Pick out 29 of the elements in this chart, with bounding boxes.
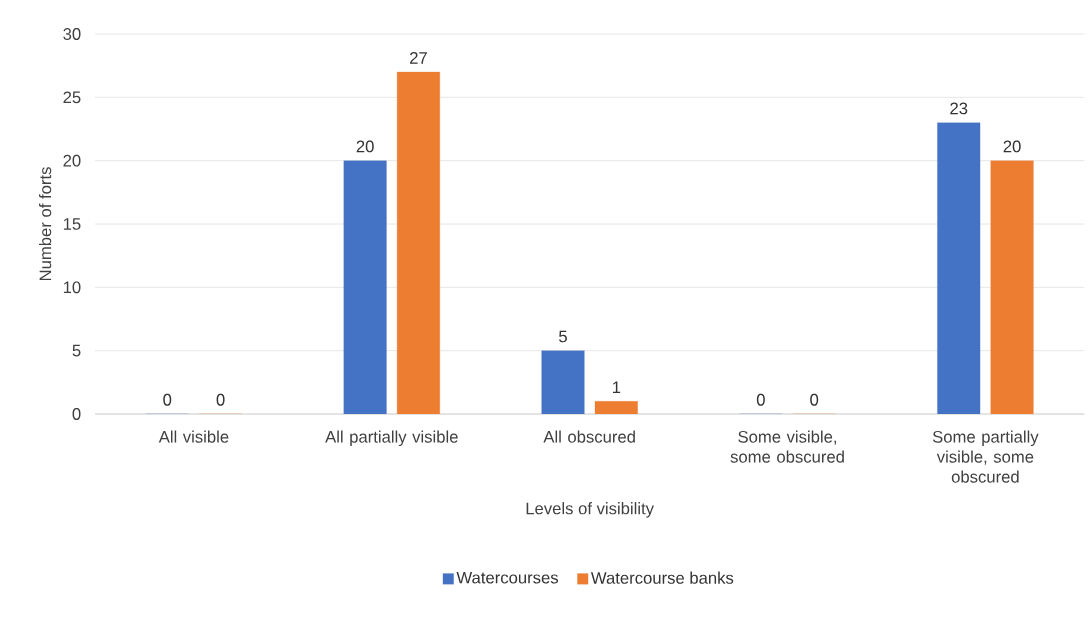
x-tick-label: All partially visible <box>325 430 458 447</box>
y-tick-label: 25 <box>63 91 81 104</box>
x-tick-label: Some partially visible, some obscured <box>932 430 1039 483</box>
y-tick-label: 15 <box>63 218 81 230</box>
legend-label: Watercourses <box>456 571 559 584</box>
x-tick-label: All obscured <box>543 430 635 443</box>
y-tick-label: 20 <box>63 154 81 167</box>
legend-label: Watercourse banks <box>590 571 734 584</box>
y-tick-label: 0 <box>72 408 81 420</box>
y-axis-title: Number of forts <box>39 167 52 281</box>
data-label: 0 <box>756 393 765 406</box>
data-label: 20 <box>356 140 374 153</box>
y-tick-label: 5 <box>72 344 81 357</box>
y-tick-label: 30 <box>63 28 81 40</box>
data-label: 0 <box>216 393 225 406</box>
bar <box>594 401 638 414</box>
data-label: 5 <box>559 330 567 343</box>
x-tick-label: Some visible, some obscured <box>730 430 844 463</box>
y-tick-label: 10 <box>63 281 81 294</box>
data-label: 27 <box>410 52 427 64</box>
bar <box>396 71 440 414</box>
data-label: 23 <box>950 102 968 115</box>
data-label: 0 <box>810 393 819 406</box>
x-tick-label: All visible <box>158 430 229 443</box>
x-axis-title: Levels of visibility <box>526 502 654 518</box>
data-label: 1 <box>612 381 621 393</box>
data-label: 20 <box>1003 140 1021 153</box>
data-label: 0 <box>163 393 172 406</box>
bar <box>990 160 1034 414</box>
